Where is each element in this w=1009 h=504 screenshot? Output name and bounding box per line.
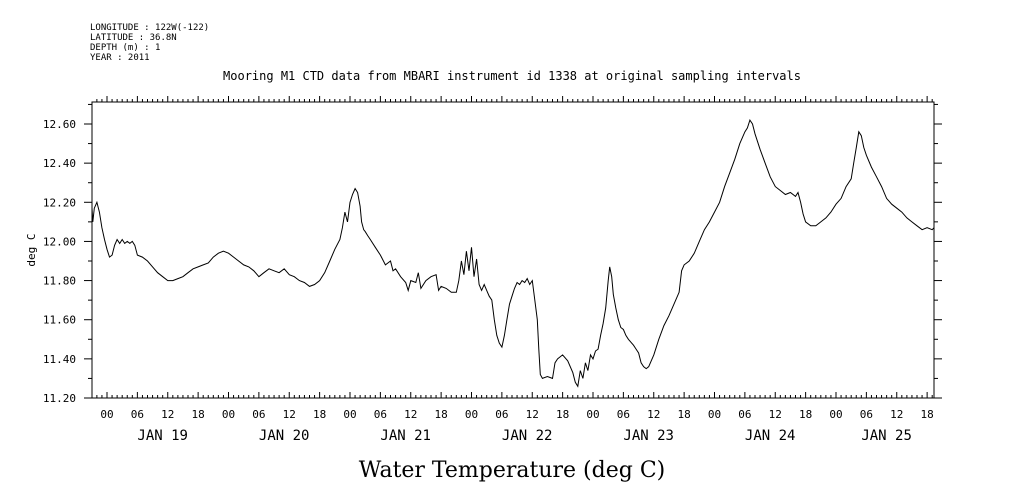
y-tick-label: 11.80 [43, 275, 76, 288]
x-hour-label: 12 [526, 408, 539, 421]
y-axis-label: deg C [25, 233, 38, 266]
x-hour-label: 12 [890, 408, 903, 421]
x-hour-label: 00 [343, 408, 356, 421]
x-hour-label: 00 [829, 408, 842, 421]
x-day-label: JAN 24 [745, 428, 796, 444]
x-hour-label: 06 [738, 408, 751, 421]
y-tick-labels: 11.20 11.40 11.60 11.80 12.00 12.20 12.40 12.60 [43, 118, 76, 405]
x-hour-label: 12 [161, 408, 174, 421]
x-hour-label: 18 [921, 408, 934, 421]
y-tick-label: 12.60 [43, 118, 76, 131]
x-day-label: JAN 23 [623, 428, 674, 444]
x-day-label: JAN 21 [380, 428, 431, 444]
latitude-label: LATITUDE : 36.8N [90, 33, 177, 43]
x-axis-label: Water Temperature (deg C) [359, 458, 666, 483]
y-tick-label: 11.40 [43, 353, 76, 366]
x-day-label: JAN 19 [137, 428, 188, 444]
x-hour-label: 12 [404, 408, 417, 421]
x-hour-label: 00 [586, 408, 599, 421]
year-label: YEAR : 2011 [90, 53, 150, 63]
x-hour-label: 00 [222, 408, 235, 421]
x-hour-label: 18 [435, 408, 448, 421]
y-tick-label: 12.40 [43, 157, 76, 170]
plot-frame [91, 101, 935, 399]
x-hour-label: 18 [313, 408, 326, 421]
y-tick-label: 11.20 [43, 392, 76, 405]
chart-title: Mooring M1 CTD data from MBARI instrumen… [223, 69, 801, 83]
x-hour-label: 12 [769, 408, 782, 421]
temperature-series-line [91, 118, 935, 388]
x-hour-label: 18 [799, 408, 812, 421]
x-day-label: JAN 25 [861, 428, 912, 444]
x-hour-label: 18 [192, 408, 205, 421]
x-hour-label: 12 [647, 408, 660, 421]
y-tick-label: 12.20 [43, 196, 76, 209]
y-tick-label: 11.60 [43, 314, 76, 327]
x-hour-label: 06 [131, 408, 144, 421]
depth-label: DEPTH (m) : 1 [90, 43, 160, 53]
longitude-label: LONGITUDE : 122W(-122) [90, 23, 209, 33]
x-hour-label: 12 [283, 408, 296, 421]
x-day-label: JAN 20 [259, 428, 310, 444]
x-hour-label: 18 [678, 408, 691, 421]
x-hour-label: 06 [374, 408, 387, 421]
x-hour-label: 06 [617, 408, 630, 421]
x-hour-label: 18 [556, 408, 569, 421]
y-tick-label: 12.00 [43, 235, 76, 248]
x-hour-label: 06 [495, 408, 508, 421]
x-hour-label: 06 [860, 408, 873, 421]
x-hour-label: 06 [252, 408, 265, 421]
x-day-label: JAN 22 [502, 428, 553, 444]
tick-marks [84, 96, 942, 399]
x-tick-labels: 00 06 12 18 00 06 12 18 00 06 12 18 00 06 12 18 00 06 12 18… [100, 408, 933, 444]
x-hour-label: 00 [465, 408, 478, 421]
x-hour-label: 00 [100, 408, 113, 421]
x-hour-label: 00 [708, 408, 721, 421]
